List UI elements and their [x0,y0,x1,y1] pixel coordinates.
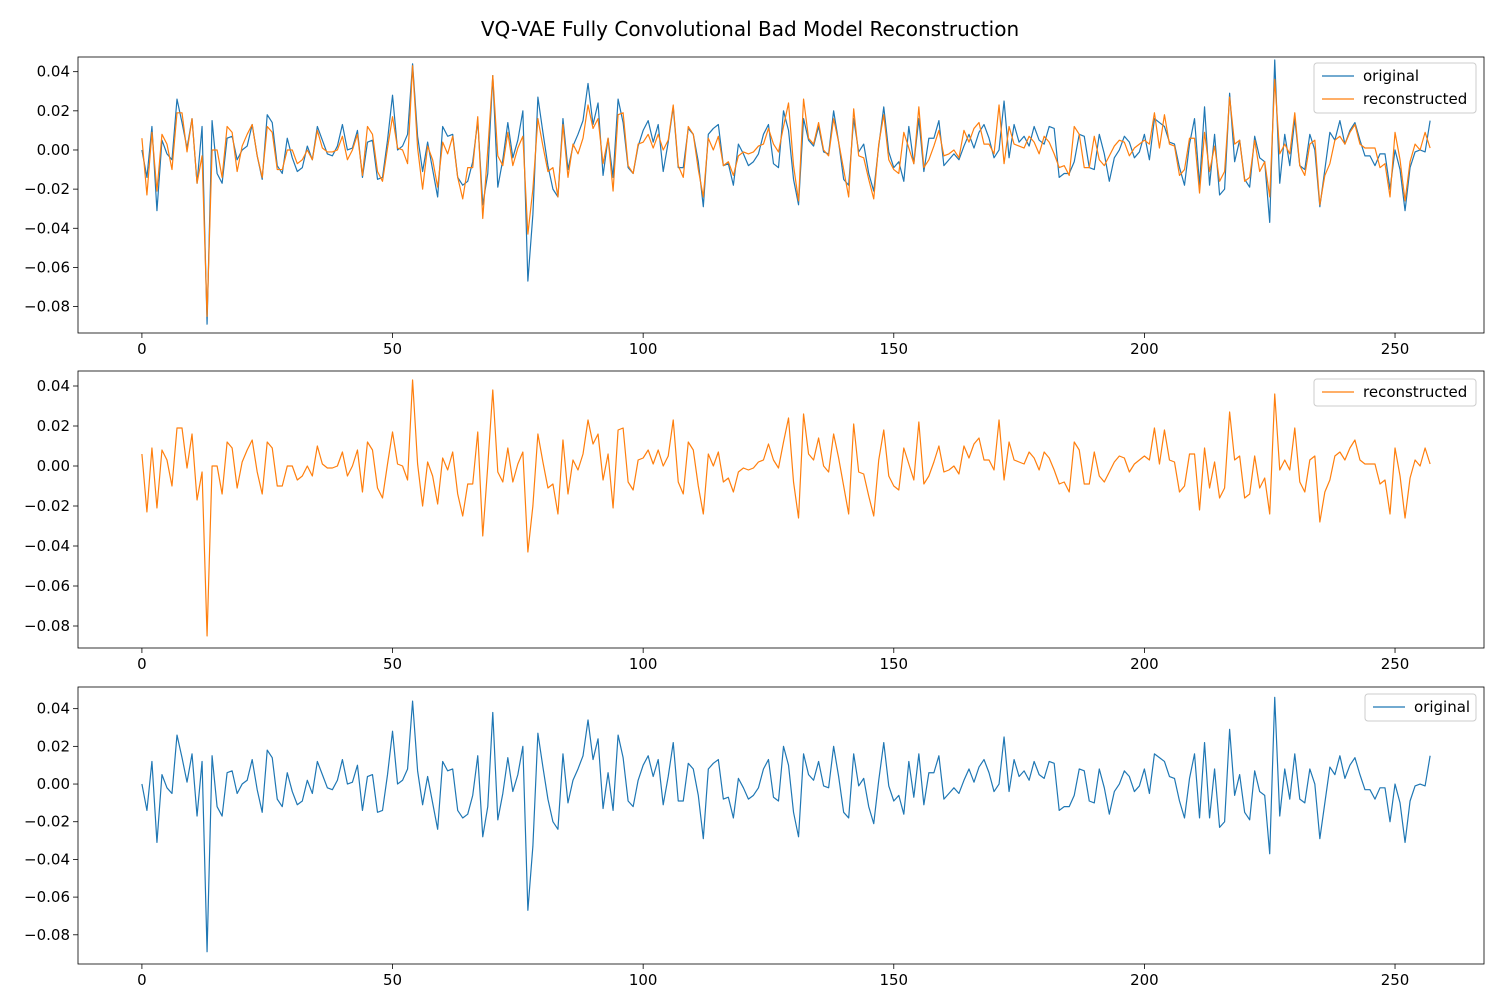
y-tick-label: −0.02 [24,497,70,515]
x-tick-label: 250 [1381,340,1410,358]
x-tick-label: 100 [629,340,658,358]
y-tick-label: −0.04 [24,537,70,555]
series-line-original [141,696,1431,953]
x-tick-label: 150 [879,655,908,673]
y-tick-label: −0.06 [24,888,70,906]
x-tick-label: 200 [1130,340,1159,358]
subplot-middle: 0 50 100 150 200 250 −0.08 −0.06 −0.04 −0.02 0.00 0… [24,370,1485,673]
y-tick-label: 0.02 [37,102,70,120]
x-tick-label: 100 [629,655,658,673]
legend-frame [1313,62,1477,114]
axes-frame [77,686,1485,965]
y-tick-label: 0.04 [37,63,70,81]
y-tick-label: 0.04 [37,377,70,395]
x-tick-label: 250 [1381,655,1410,673]
x-tick-label: 0 [137,971,147,989]
x-tick-label: 200 [1130,971,1159,989]
legend-label-reconstructed: reconstructed [1363,90,1467,108]
legend-label-original: original [1363,67,1419,85]
y-tick-label: −0.06 [24,258,70,276]
axes-frame [77,56,1485,334]
x-tick-label: 50 [383,971,402,989]
x-tick-label: 150 [879,340,908,358]
y-tick-label: 0.02 [37,737,70,755]
y-tick-label: −0.02 [24,180,70,198]
legend: reconstructed [1313,378,1477,407]
subplot-top: 0 50 100 150 200 250 −0.08 −0.06 −0.04 −0.02 0.00 0… [24,56,1485,358]
x-tick-label: 250 [1381,971,1410,989]
legend-frame [1364,693,1477,722]
series-line-reconstructed [141,379,1431,637]
x-tick-label: 100 [629,971,658,989]
legend: original reconstructed [1313,62,1477,114]
y-tick-label: 0.00 [37,775,70,793]
y-tick-label: −0.04 [24,850,70,868]
series-line-original [141,59,1431,325]
x-tick-label: 200 [1130,655,1159,673]
axes-frame [77,370,1485,649]
y-tick-label: 0.00 [37,141,70,159]
x-tick-label: 0 [137,340,147,358]
x-tick-label: 0 [137,655,147,673]
legend-frame [1313,378,1477,407]
x-tick-label: 150 [879,971,908,989]
x-tick-label: 50 [383,655,402,673]
y-tick-label: −0.04 [24,219,70,237]
subplot-bottom: 0 50 100 150 200 250 −0.08 −0.06 −0.04 −0.02 0.00 0… [24,686,1485,989]
y-tick-label: −0.08 [24,617,70,635]
figure-title: VQ-VAE Fully Convolutional Bad Model Rec… [481,17,1019,41]
y-tick-label: 0.04 [37,700,70,718]
y-tick-label: −0.08 [24,926,70,944]
legend: original [1364,693,1477,722]
y-tick-label: −0.02 [24,813,70,831]
y-tick-label: 0.00 [37,457,70,475]
y-tick-label: −0.08 [24,298,70,316]
y-tick-label: 0.02 [37,417,70,435]
x-tick-label: 50 [383,340,402,358]
legend-label-original: original [1414,698,1470,716]
series-line-reconstructed [141,65,1431,317]
legend-label-reconstructed: reconstructed [1363,383,1467,401]
y-tick-label: −0.06 [24,577,70,595]
